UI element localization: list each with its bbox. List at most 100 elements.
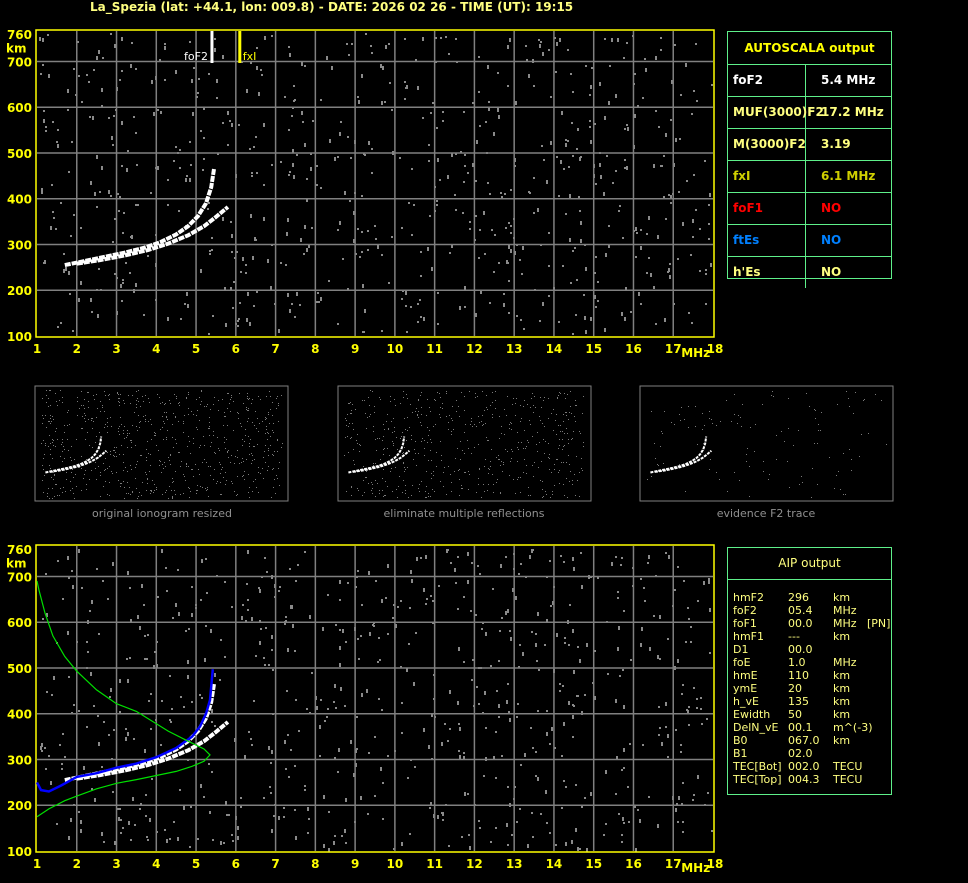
noise-dot [410, 306, 412, 308]
noise-dot [345, 842, 347, 844]
noise-dot [407, 777, 409, 779]
thumbnail-noise [415, 453, 416, 454]
thumbnail-noise [138, 401, 139, 402]
thumbnail-noise [252, 422, 253, 423]
noise-dot [457, 701, 459, 705]
noise-dot [129, 587, 131, 589]
noise-dot [648, 796, 650, 798]
thumbnail-noise [406, 440, 407, 441]
thumbnail-noise [515, 403, 516, 404]
noise-dot [323, 844, 325, 848]
x-axis-label: MHz [681, 346, 710, 360]
noise-dot [359, 256, 361, 258]
noise-dot [629, 743, 631, 745]
thumbnail-noise [240, 423, 241, 424]
noise-dot [682, 782, 684, 784]
noise-dot [492, 588, 494, 590]
thumbnail-noise [78, 467, 79, 468]
thumbnail-noise [478, 484, 479, 485]
thumbnail-noise [505, 449, 506, 450]
thumbnail-noise [255, 411, 256, 412]
thumbnail-noise [661, 431, 662, 432]
noise-dot [576, 148, 578, 150]
noise-dot [53, 676, 55, 680]
noise-dot [381, 254, 383, 256]
noise-dot [554, 37, 556, 39]
aip-row: hmE 110 km [733, 669, 891, 682]
thumbnail-noise [220, 473, 221, 474]
thumbnail-noise [73, 493, 74, 494]
thumbnail-noise [55, 393, 56, 394]
noise-dot [298, 730, 300, 732]
noise-dot [546, 619, 548, 623]
thumbnail-noise [402, 453, 403, 454]
thumbnail-noise [120, 486, 121, 487]
noise-dot [555, 71, 557, 73]
thumbnail-noise [166, 412, 167, 413]
noise-dot [441, 812, 443, 814]
noise-dot [361, 231, 363, 233]
noise-dot [549, 743, 551, 745]
noise-dot [648, 257, 650, 259]
noise-dot [622, 817, 624, 821]
thumbnail-noise [583, 396, 584, 397]
thumbnail-noise [125, 467, 126, 468]
thumbnail-noise [464, 396, 465, 397]
noise-dot [428, 160, 430, 162]
thumbnail-noise [173, 413, 174, 414]
thumbnail-noise [218, 410, 219, 411]
thumbnail-noise [183, 421, 184, 422]
thumbnail-noise [504, 434, 505, 435]
aip-value: 296 [788, 591, 809, 604]
thumbnail-noise [570, 406, 571, 407]
noise-dot [671, 80, 673, 84]
noise-dot [423, 317, 425, 321]
noise-dot [526, 59, 528, 61]
noise-dot [442, 120, 444, 122]
noise-dot [268, 746, 270, 750]
thumbnail-noise [132, 425, 133, 426]
noise-dot [271, 164, 273, 166]
aip-unit: km [833, 682, 851, 695]
aip-key: B1 [733, 747, 748, 760]
noise-dot [444, 723, 446, 725]
noise-dot [286, 232, 288, 236]
noise-dot [409, 607, 411, 609]
thumbnail-noise [176, 396, 177, 397]
noise-dot [123, 212, 125, 214]
aip-output-table: AIP output hmF2 296 km foF2 05.4 MHz foF1 00.0 M… [727, 547, 892, 795]
noise-dot [437, 158, 439, 162]
noise-dot [67, 631, 69, 635]
noise-dot [292, 624, 294, 628]
thumbnail-noise [109, 394, 110, 395]
noise-dot [690, 641, 692, 643]
noise-dot [591, 67, 593, 69]
thumbnail-noise [59, 400, 60, 401]
thumbnail-noise [490, 461, 491, 462]
thumbnail-noise [372, 493, 373, 494]
thumbnail-noise [241, 462, 242, 463]
noise-dot [413, 204, 415, 206]
noise-dot [108, 190, 110, 194]
thumbnail-noise [105, 481, 106, 482]
noise-dot [290, 749, 292, 751]
thumbnail-noise [219, 450, 220, 451]
thumbnail-noise [838, 471, 839, 472]
noise-dot [240, 797, 242, 799]
thumbnail-noise [492, 474, 493, 475]
thumbnail-noise [496, 482, 497, 483]
thumbnail-noise [50, 415, 51, 416]
noise-dot [532, 836, 534, 838]
noise-dot [188, 628, 190, 630]
noise-dot [347, 288, 349, 290]
noise-dot [700, 708, 702, 710]
noise-dot [545, 790, 547, 794]
thumbnail-noise [784, 441, 785, 442]
noise-dot [670, 195, 672, 199]
noise-dot [472, 163, 474, 167]
thumbnail-noise [48, 488, 49, 489]
noise-dot [256, 47, 258, 49]
thumbnail-noise [247, 421, 248, 422]
noise-dot [101, 766, 103, 768]
noise-dot [307, 832, 309, 834]
